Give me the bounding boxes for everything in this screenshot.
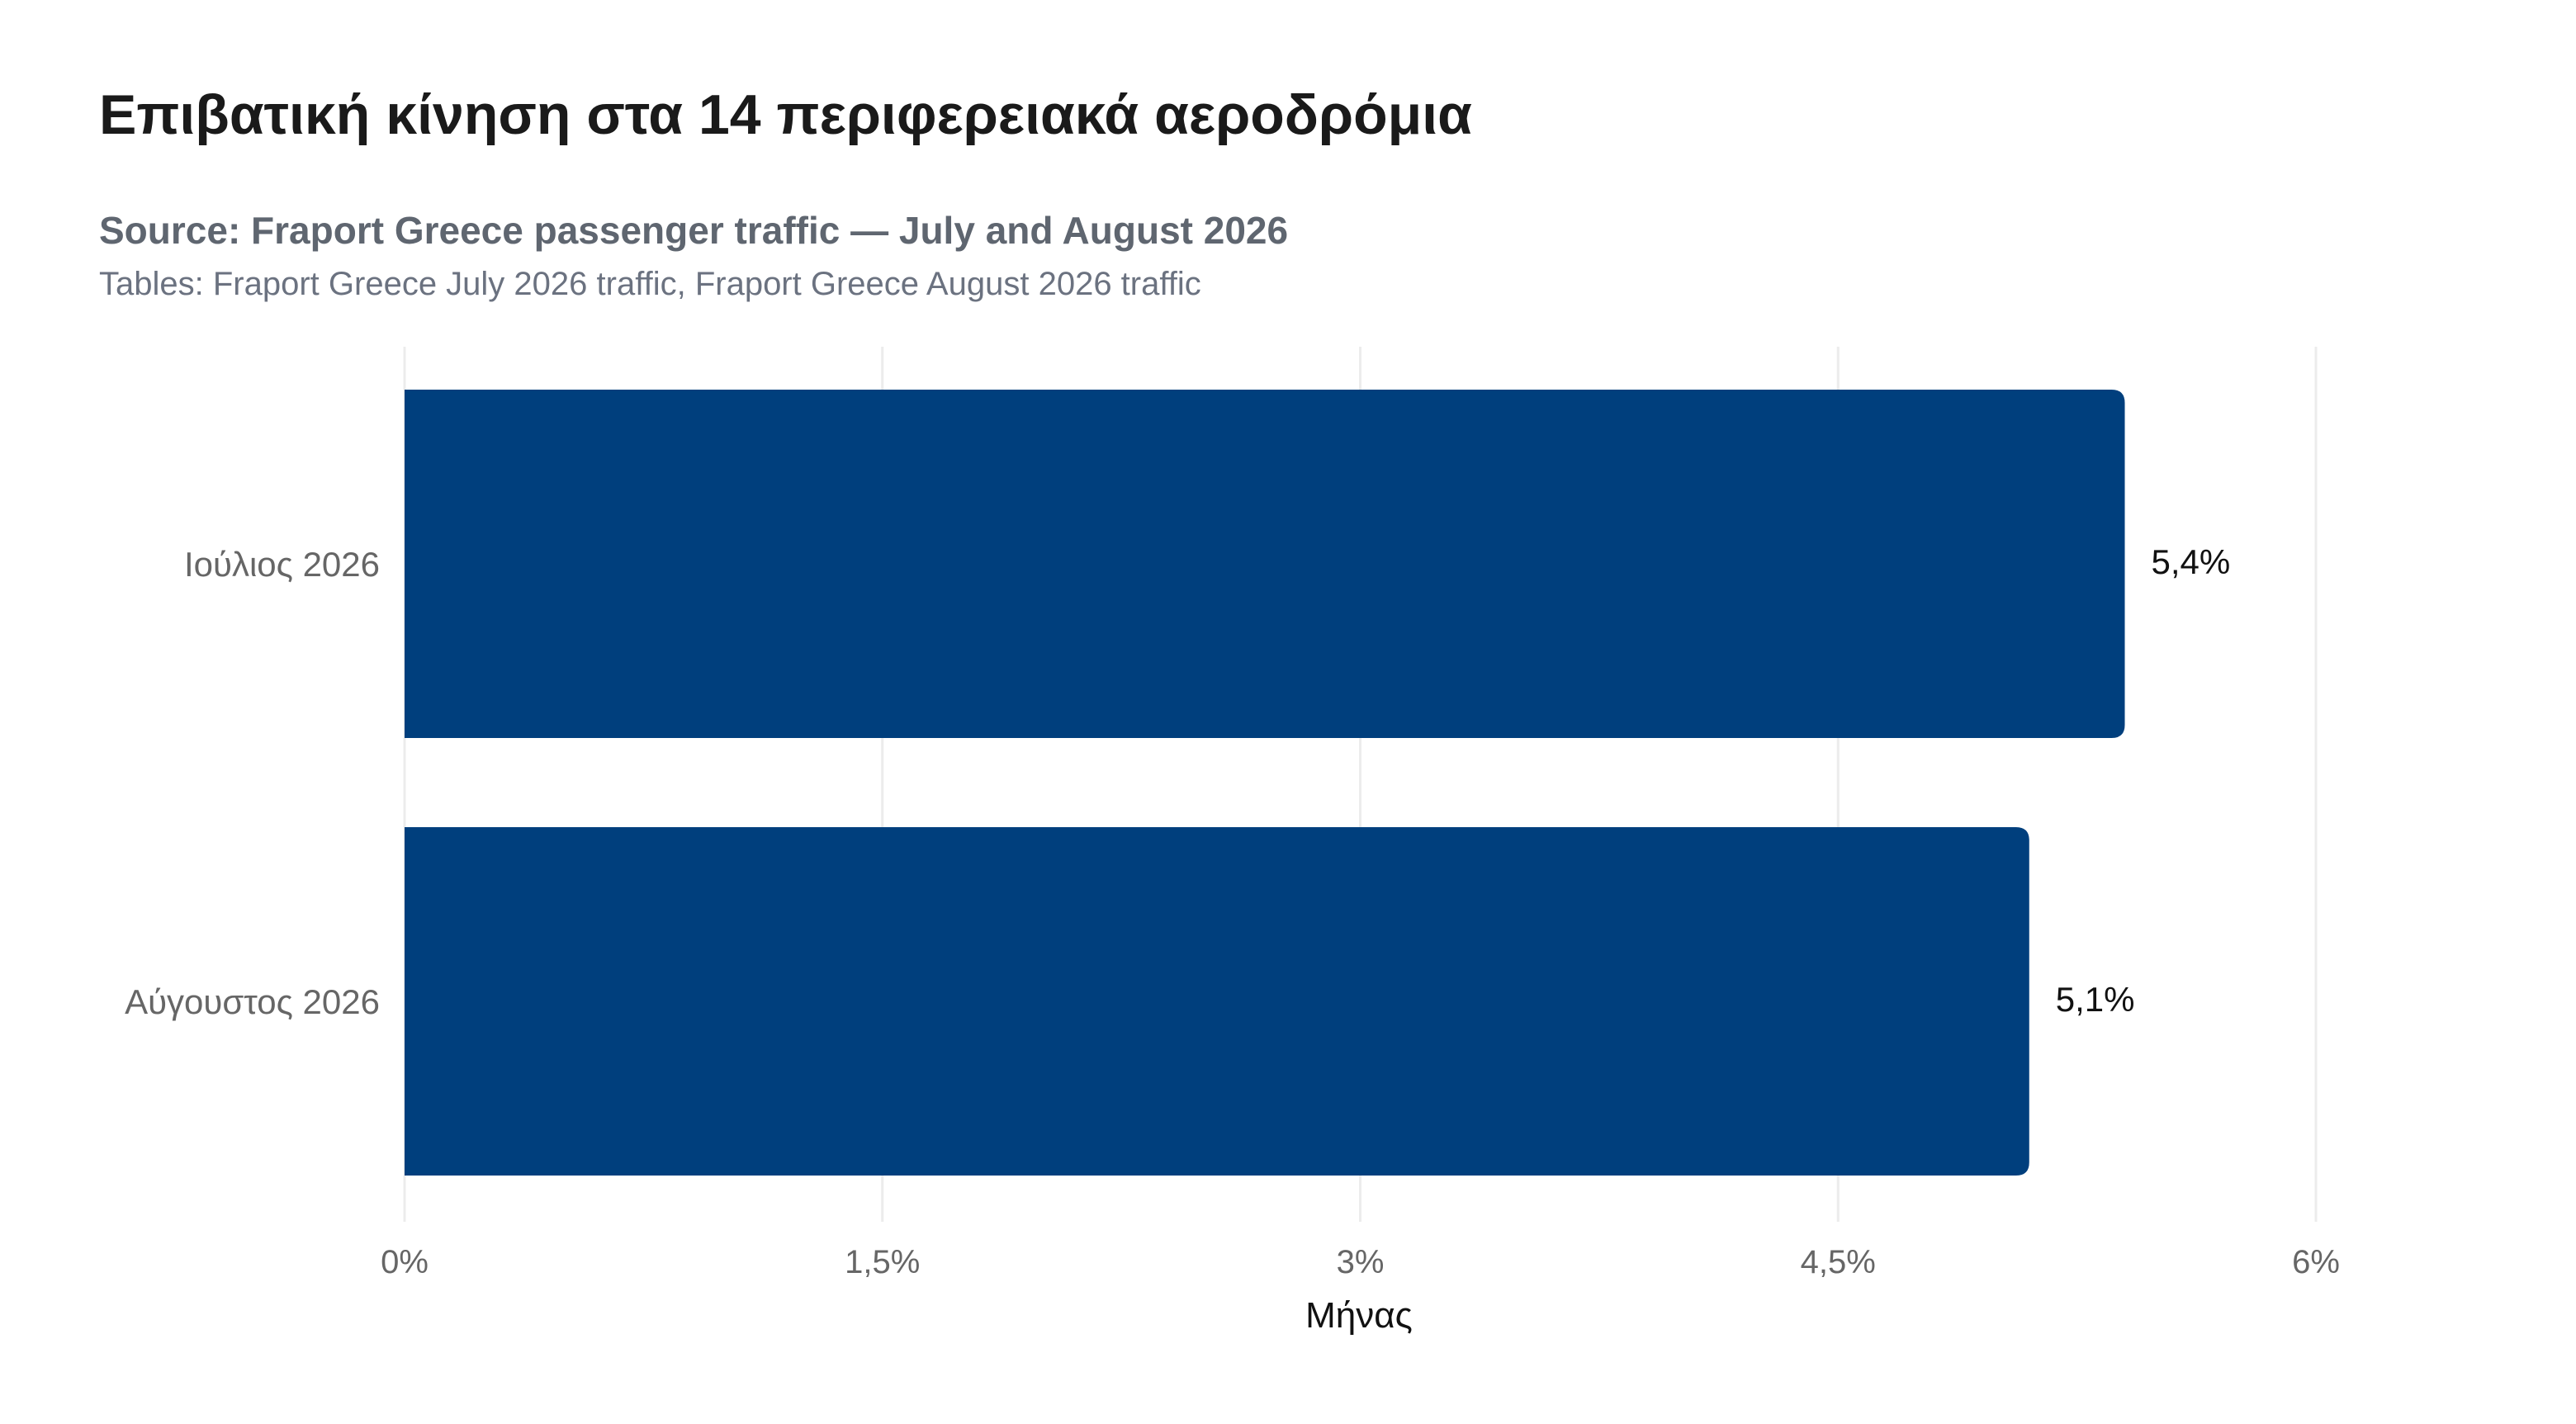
bar — [405, 390, 2125, 738]
chart-title: Επιβατική κίνηση στα 14 περιφερειακά αερ… — [99, 83, 1472, 146]
bar — [405, 827, 2029, 1176]
chart-subtitle: Source: Fraport Greece passenger traffic… — [99, 209, 1289, 252]
x-tick-label: 3% — [1337, 1244, 1385, 1280]
x-tick-label: 1,5% — [845, 1244, 920, 1280]
chart-source-note: Tables: Fraport Greece July 2026 traffic… — [99, 266, 1201, 302]
category-label: Ιούλιος 2026 — [184, 545, 380, 584]
labels: 0% 1,5% 3% 4,5% 6% Ιούλιος 2026 5,4% Αύγουστος … — [125, 542, 2340, 1280]
x-axis-title: Μήνας — [1305, 1295, 1413, 1336]
x-tick-label: 6% — [2292, 1244, 2340, 1280]
category-label: Αύγουστος 2026 — [125, 982, 380, 1021]
x-tick-label: 4,5% — [1801, 1244, 1876, 1280]
value-label: 5,1% — [2056, 980, 2135, 1019]
value-label: 5,4% — [2152, 542, 2231, 581]
x-tick-label: 0% — [381, 1244, 429, 1280]
bars — [405, 390, 2125, 1176]
